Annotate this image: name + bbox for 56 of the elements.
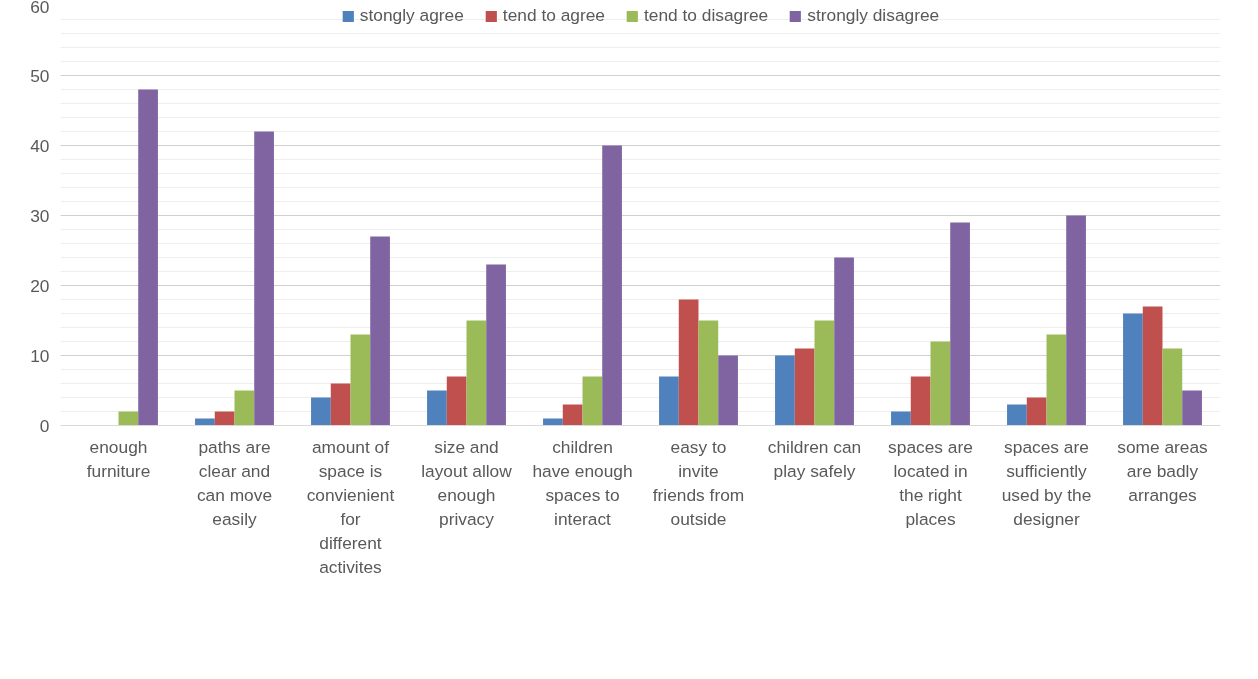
bar bbox=[602, 145, 622, 426]
bar bbox=[678, 299, 699, 426]
legend-label: tend to disagree bbox=[643, 5, 769, 26]
bar bbox=[370, 236, 390, 426]
bar bbox=[775, 355, 795, 426]
bar bbox=[427, 390, 447, 426]
bar bbox=[659, 376, 679, 426]
y-tick-label: 10 bbox=[30, 345, 50, 366]
bar bbox=[138, 89, 158, 426]
legend-label: stongly agree bbox=[359, 5, 464, 26]
bar bbox=[910, 376, 931, 426]
x-tick-label: enough furniture bbox=[86, 436, 151, 481]
bar bbox=[254, 131, 274, 426]
legend-label: strongly disagree bbox=[807, 5, 940, 26]
legend-label: tend to agree bbox=[502, 5, 605, 26]
x-tick-label: amount of space is convienient for different activites bbox=[306, 436, 395, 577]
bar bbox=[350, 334, 371, 426]
bar bbox=[794, 348, 815, 426]
x-tick-label: some areas are badly arranges bbox=[1117, 436, 1209, 505]
bar bbox=[698, 320, 719, 426]
bar bbox=[1142, 306, 1163, 426]
x-tick-label: spaces are sufficiently used by the designer bbox=[1001, 436, 1092, 529]
x-tick-label: easy to invite friends from outside bbox=[652, 436, 745, 529]
bar bbox=[330, 383, 351, 426]
bar bbox=[1007, 404, 1027, 426]
y-tick-label: 30 bbox=[30, 205, 50, 226]
bar bbox=[466, 320, 487, 426]
bar bbox=[214, 411, 235, 426]
bar bbox=[311, 397, 331, 426]
bar bbox=[562, 404, 583, 426]
y-tick-label: 40 bbox=[30, 135, 50, 156]
y-tick-label: 50 bbox=[30, 65, 50, 86]
bar bbox=[1162, 348, 1183, 426]
bar bbox=[1182, 390, 1202, 426]
bar bbox=[486, 264, 506, 426]
y-tick-label: 20 bbox=[30, 275, 50, 296]
bar bbox=[582, 376, 603, 426]
y-tick-label: 0 bbox=[39, 415, 50, 436]
bar bbox=[930, 341, 951, 426]
bar bbox=[1026, 397, 1047, 426]
bar bbox=[891, 411, 911, 426]
bar bbox=[834, 257, 854, 426]
x-tick-label: size and layout allow enough privacy bbox=[421, 436, 513, 529]
bar bbox=[950, 222, 970, 426]
bar bbox=[1123, 313, 1143, 426]
y-tick-label: 60 bbox=[30, 0, 50, 17]
bar bbox=[718, 355, 738, 426]
bar bbox=[234, 390, 255, 426]
x-tick-label: spaces are located in the right places bbox=[888, 436, 973, 529]
bar bbox=[814, 320, 835, 426]
x-tick-label: paths are clear and can move easily bbox=[196, 436, 273, 529]
bar bbox=[1046, 334, 1067, 426]
bar bbox=[1066, 215, 1086, 426]
x-tick-label: children have enough spaces to interact bbox=[532, 436, 633, 529]
x-tick-label: children can play safely bbox=[767, 436, 862, 481]
bar bbox=[446, 376, 467, 426]
